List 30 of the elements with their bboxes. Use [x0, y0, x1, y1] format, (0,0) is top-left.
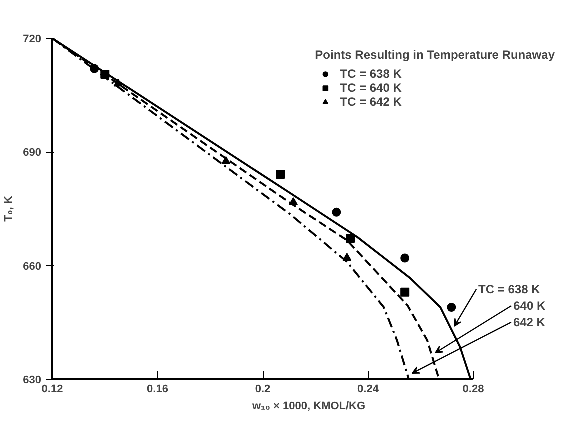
point — [289, 197, 298, 206]
x-tick-label: 0.16 — [147, 384, 168, 396]
legend-label: TC = 638 K — [340, 67, 402, 81]
point — [100, 70, 110, 79]
annotation: 642 K — [513, 315, 546, 330]
x-tick-label: 0.12 — [42, 384, 64, 396]
point — [400, 254, 410, 263]
point — [447, 303, 456, 312]
y-tick-label: 630 — [23, 374, 42, 386]
y-tick-label: 720 — [23, 34, 42, 46]
point — [90, 64, 100, 74]
point — [346, 234, 356, 244]
point — [222, 156, 231, 164]
x-tick-label: 0.2 — [255, 384, 271, 396]
point — [342, 253, 352, 262]
y-tick-label: 690 — [23, 147, 42, 160]
legend-label: TC = 640 K — [340, 81, 402, 95]
x-tick-label: 0.28 — [462, 384, 484, 396]
point — [400, 288, 410, 297]
legend-label: TC = 642 K — [340, 95, 402, 109]
point — [114, 78, 123, 87]
y-tick-label: 660 — [23, 260, 42, 273]
point — [276, 170, 286, 180]
y-axis-title: T₀, K — [3, 196, 16, 222]
annotation: TC = 638 K — [478, 282, 541, 296]
legend-title: Points Resulting in Temperature Runaway — [315, 48, 555, 62]
point — [332, 208, 342, 217]
x-tick-label: 0.24 — [358, 384, 380, 396]
x-axis-title: w₁₀ × 1000, KMOL/KG — [251, 400, 366, 412]
annotation: 640 K — [514, 298, 546, 313]
